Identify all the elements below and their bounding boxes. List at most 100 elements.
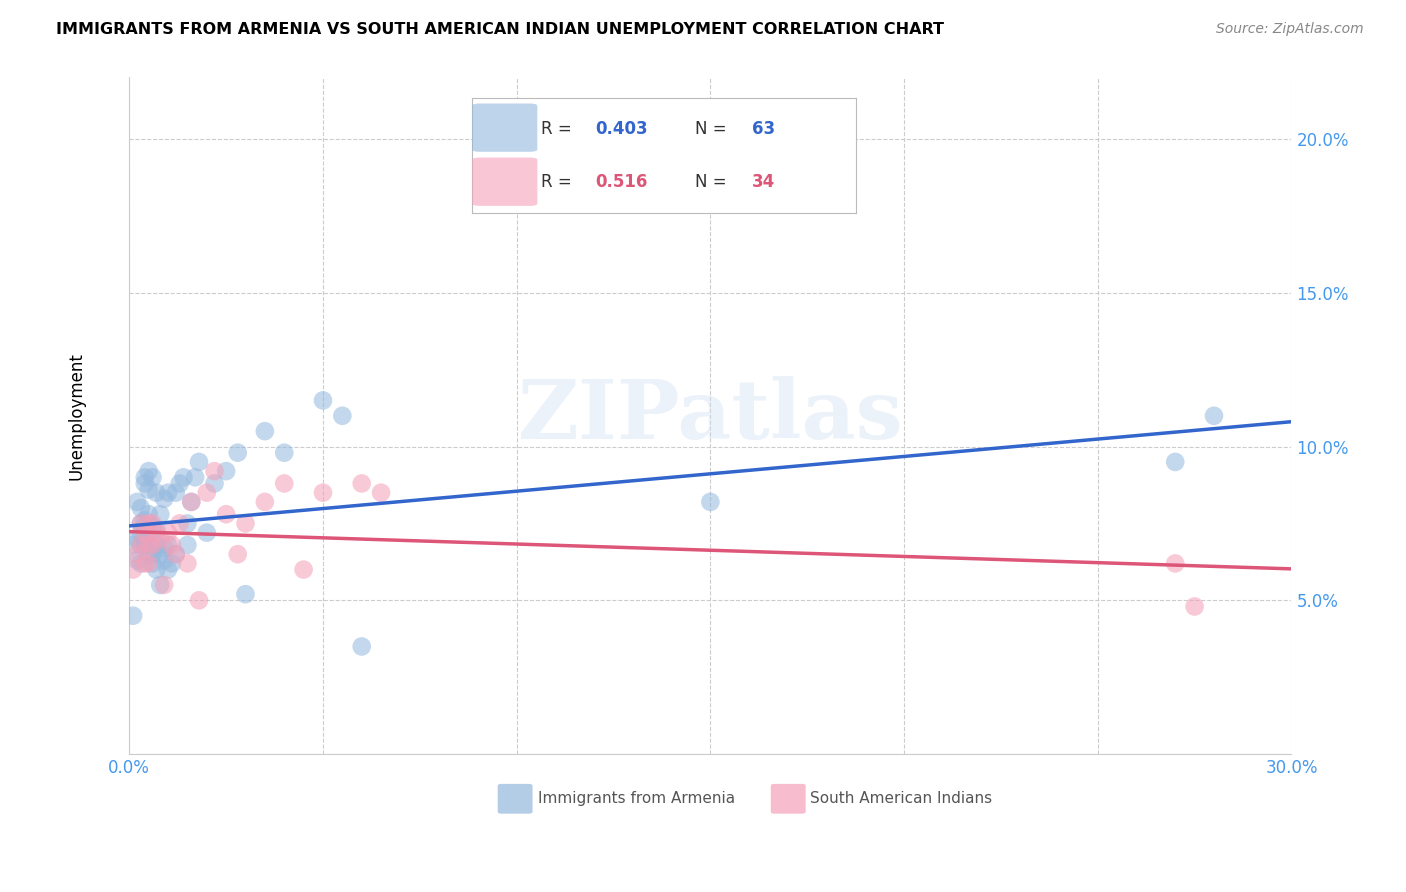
Point (138, 525, 160, 540)
Point (312, 393, 335, 408)
Point (141, 470, 163, 484)
Text: Immigrants from Armenia: Immigrants from Armenia (538, 791, 735, 806)
Point (273, 445, 295, 459)
Point (129, 516, 152, 531)
Point (138, 538, 160, 552)
Point (215, 507, 238, 521)
Point (160, 557, 183, 571)
Point (160, 538, 183, 552)
Point (149, 547, 172, 561)
Point (1164, 455, 1187, 469)
Point (134, 519, 156, 533)
Point (125, 547, 148, 561)
Point (169, 476, 191, 491)
Point (138, 464, 160, 478)
Point (165, 547, 187, 561)
Point (122, 538, 145, 552)
Point (138, 547, 160, 561)
Point (141, 538, 163, 552)
Point (129, 516, 152, 531)
Point (153, 553, 176, 567)
Point (195, 485, 218, 500)
Point (180, 495, 202, 509)
Point (350, 640, 373, 654)
Point (273, 476, 295, 491)
Point (145, 523, 167, 537)
Point (169, 516, 191, 531)
Text: South American Indians: South American Indians (810, 791, 993, 806)
FancyBboxPatch shape (498, 784, 533, 814)
Point (138, 507, 160, 521)
Point (138, 557, 160, 571)
Point (165, 485, 187, 500)
Text: Source: ZipAtlas.com: Source: ZipAtlas.com (1216, 22, 1364, 37)
Point (129, 538, 152, 552)
Point (145, 538, 167, 552)
Point (138, 516, 160, 531)
Point (134, 525, 156, 540)
Point (188, 455, 211, 469)
Point (253, 495, 276, 509)
Point (156, 563, 179, 577)
Point (1202, 409, 1225, 423)
Point (129, 525, 152, 540)
Point (215, 464, 238, 478)
Point (153, 578, 176, 592)
Point (129, 557, 152, 571)
Point (156, 525, 179, 540)
Point (195, 525, 218, 540)
Point (141, 516, 163, 531)
Point (149, 578, 172, 592)
Point (134, 538, 156, 552)
Point (145, 485, 167, 500)
Point (1184, 599, 1206, 614)
Point (149, 507, 172, 521)
Point (145, 525, 167, 540)
Point (153, 491, 176, 506)
Point (370, 485, 392, 500)
Text: ZIPatlas: ZIPatlas (517, 376, 903, 456)
Point (226, 547, 249, 561)
Point (699, 495, 721, 509)
Point (176, 557, 198, 571)
Point (145, 563, 167, 577)
Point (180, 495, 202, 509)
Point (173, 470, 195, 484)
Point (176, 516, 198, 531)
Point (226, 445, 249, 459)
Point (235, 587, 257, 601)
Point (204, 476, 226, 491)
Point (134, 557, 156, 571)
Point (141, 557, 163, 571)
Point (134, 476, 156, 491)
Point (138, 483, 160, 497)
Point (156, 538, 179, 552)
Point (153, 541, 176, 555)
FancyBboxPatch shape (770, 784, 806, 814)
Point (204, 464, 226, 478)
Point (188, 593, 211, 607)
Point (122, 608, 145, 623)
Point (141, 519, 163, 533)
Point (138, 538, 160, 552)
Point (149, 532, 172, 546)
Text: Unemployment: Unemployment (67, 351, 86, 480)
Point (330, 409, 353, 423)
Point (235, 516, 257, 531)
Point (141, 547, 163, 561)
Point (125, 532, 148, 546)
Point (129, 501, 152, 516)
Point (125, 495, 148, 509)
Point (184, 470, 207, 484)
Point (1164, 557, 1187, 571)
Text: IMMIGRANTS FROM ARMENIA VS SOUTH AMERICAN INDIAN UNEMPLOYMENT CORRELATION CHART: IMMIGRANTS FROM ARMENIA VS SOUTH AMERICA… (56, 22, 945, 37)
Point (253, 424, 276, 438)
Point (134, 525, 156, 540)
Point (156, 485, 179, 500)
Point (134, 470, 156, 484)
Point (312, 485, 335, 500)
Point (129, 538, 152, 552)
Point (350, 476, 373, 491)
Point (292, 563, 315, 577)
Point (141, 538, 163, 552)
